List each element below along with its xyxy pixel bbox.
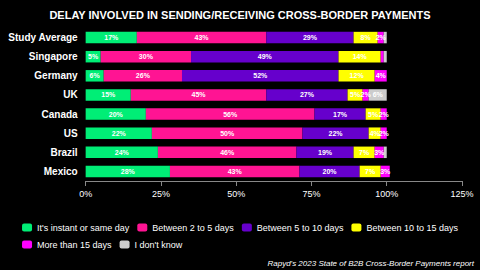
svg-text:15%: 15% <box>101 91 116 98</box>
svg-text:100%: 100% <box>375 189 398 199</box>
svg-text:5%: 5% <box>368 111 379 118</box>
svg-text:7%: 7% <box>365 168 376 175</box>
svg-text:26%: 26% <box>136 72 151 79</box>
svg-text:45%: 45% <box>192 91 207 98</box>
svg-text:7%: 7% <box>359 149 370 156</box>
svg-text:Singapore: Singapore <box>29 51 78 62</box>
svg-text:19%: 19% <box>318 149 333 156</box>
svg-text:I don't know: I don't know <box>135 240 183 250</box>
svg-text:5%: 5% <box>88 53 99 60</box>
svg-text:2%: 2% <box>376 34 387 41</box>
svg-text:20%: 20% <box>109 111 124 118</box>
svg-text:4%: 4% <box>369 129 380 137</box>
svg-text:Germany: Germany <box>34 70 78 81</box>
svg-text:25%: 25% <box>152 189 170 199</box>
svg-text:49%: 49% <box>258 53 273 60</box>
svg-text:56%: 56% <box>223 111 238 118</box>
svg-text:22%: 22% <box>112 130 127 137</box>
svg-text:Between 10 to 15 days: Between 10 to 15 days <box>366 223 458 233</box>
svg-text:US: US <box>64 128 78 139</box>
svg-text:DELAY INVOLVED IN SENDING/RECE: DELAY INVOLVED IN SENDING/RECEIVING CROS… <box>49 9 430 21</box>
svg-text:22%: 22% <box>329 130 344 137</box>
svg-text:Study Average: Study Average <box>8 32 78 43</box>
svg-text:14%: 14% <box>353 53 368 60</box>
svg-text:125%: 125% <box>450 189 473 199</box>
svg-text:12%: 12% <box>350 72 365 79</box>
svg-text:3%: 3% <box>380 168 391 175</box>
svg-text:2%: 2% <box>379 130 390 137</box>
svg-text:30%: 30% <box>139 53 154 60</box>
svg-text:Mexico: Mexico <box>44 166 78 177</box>
svg-text:6%: 6% <box>90 72 101 79</box>
svg-text:43%: 43% <box>228 168 243 175</box>
svg-text:6%: 6% <box>373 91 384 98</box>
svg-text:Brazil: Brazil <box>50 147 77 158</box>
svg-text:29%: 29% <box>303 34 318 41</box>
svg-text:27%: 27% <box>300 91 315 98</box>
svg-text:Between 5 to 10 days: Between 5 to 10 days <box>257 223 344 233</box>
svg-text:24%: 24% <box>115 149 130 156</box>
svg-text:4%: 4% <box>376 72 387 79</box>
svg-text:Canada: Canada <box>42 109 79 120</box>
svg-text:50%: 50% <box>227 189 245 199</box>
svg-text:0%: 0% <box>79 189 92 199</box>
svg-text:52%: 52% <box>253 72 268 79</box>
svg-text:UK: UK <box>63 89 78 100</box>
svg-text:2%: 2% <box>361 91 372 98</box>
svg-text:28%: 28% <box>121 168 136 175</box>
svg-text:More than 15 days: More than 15 days <box>37 240 112 250</box>
svg-text:2%: 2% <box>379 111 390 118</box>
svg-text:It's instant or same day: It's instant or same day <box>37 223 130 233</box>
svg-text:75%: 75% <box>302 189 320 199</box>
svg-text:43%: 43% <box>195 34 210 41</box>
svg-text:3%: 3% <box>374 149 385 156</box>
svg-text:5%: 5% <box>350 91 361 98</box>
svg-text:50%: 50% <box>220 130 235 137</box>
svg-text:20%: 20% <box>323 168 338 175</box>
svg-text:8%: 8% <box>361 34 372 41</box>
svg-text:Rapyd's 2023 State of B2B Cros: Rapyd's 2023 State of B2B Cross-Border P… <box>267 259 474 268</box>
svg-text:17%: 17% <box>104 34 119 41</box>
svg-text:17%: 17% <box>333 111 348 118</box>
svg-text:Between 2 to 5 days: Between 2 to 5 days <box>152 223 234 233</box>
svg-text:46%: 46% <box>220 149 235 156</box>
